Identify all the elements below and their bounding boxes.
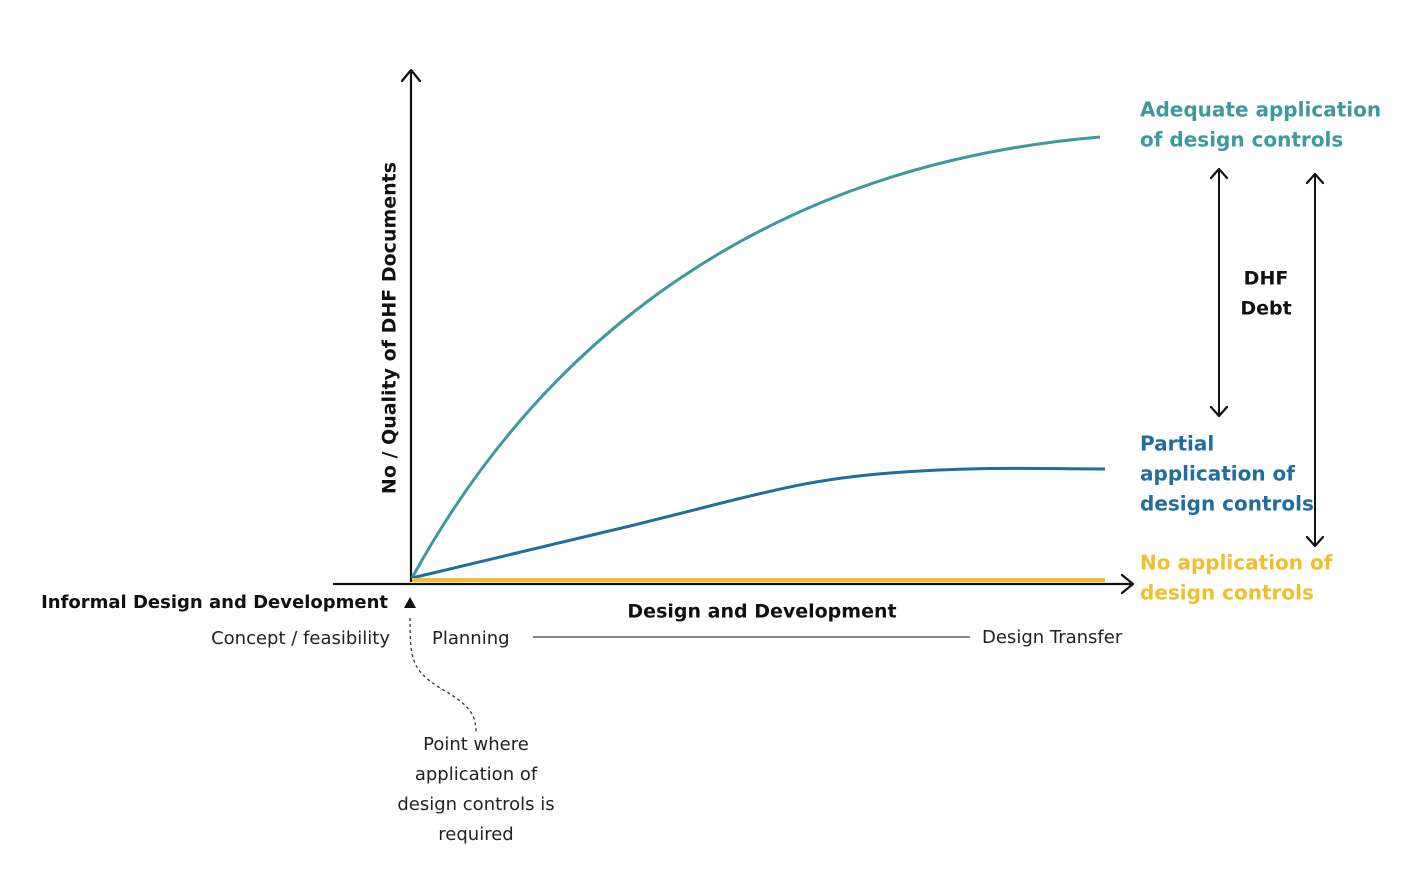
annotation: Point where: [423, 734, 529, 755]
pointer-line: [409, 617, 477, 733]
partial-curve: [411, 466, 1106, 580]
x-center-label: Design and Development: [627, 601, 896, 623]
annotation: design controls is: [397, 794, 554, 815]
curve-label: application of: [1140, 462, 1295, 486]
debt-arrowhead: [1209, 405, 1229, 418]
adequate-curve: [410, 135, 1101, 579]
x-axis-arrow: [1120, 573, 1135, 595]
stage-label: Planning: [432, 628, 510, 649]
annotation: application of: [415, 764, 538, 785]
debt-label: Debt: [1240, 298, 1291, 320]
debt-arrowhead: [1305, 172, 1325, 185]
annotation: required: [438, 824, 513, 845]
debt-arrowhead: [1305, 535, 1325, 548]
curve-label: of design controls: [1140, 128, 1343, 152]
debt-label: DHF: [1244, 268, 1289, 290]
x-left-label: Informal Design and Development: [41, 592, 388, 613]
stage-label: Concept / feasibility: [211, 628, 390, 649]
y-axis-arrow: [400, 68, 422, 83]
curve-label: Adequate application: [1140, 98, 1381, 122]
stage-label: Design Transfer: [982, 627, 1123, 648]
debt-arrowhead: [1209, 167, 1229, 180]
curve-label: Partial: [1140, 432, 1214, 456]
curve-label: design controls: [1140, 581, 1314, 605]
curve-label: design controls: [1140, 492, 1314, 516]
curve-label: No application of: [1140, 551, 1333, 575]
y-axis-label: No / Quality of DHF Documents: [379, 162, 401, 494]
pointer-arrow: [404, 597, 416, 608]
